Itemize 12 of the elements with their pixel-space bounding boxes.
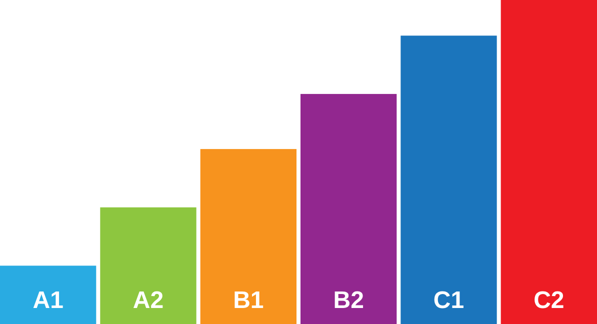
bar: [100, 207, 196, 324]
x-tick-label: C2: [534, 287, 564, 314]
x-tick-label: B1: [233, 287, 264, 314]
bar: [200, 149, 296, 324]
x-tick-label: C1: [433, 287, 464, 314]
x-tick-label: B2: [333, 287, 364, 314]
bar: [0, 266, 96, 324]
bar: [400, 36, 497, 324]
bar: [500, 0, 597, 324]
bar: [300, 94, 397, 324]
x-tick-label: A2: [132, 287, 164, 314]
x-tick-label: A1: [32, 287, 64, 314]
